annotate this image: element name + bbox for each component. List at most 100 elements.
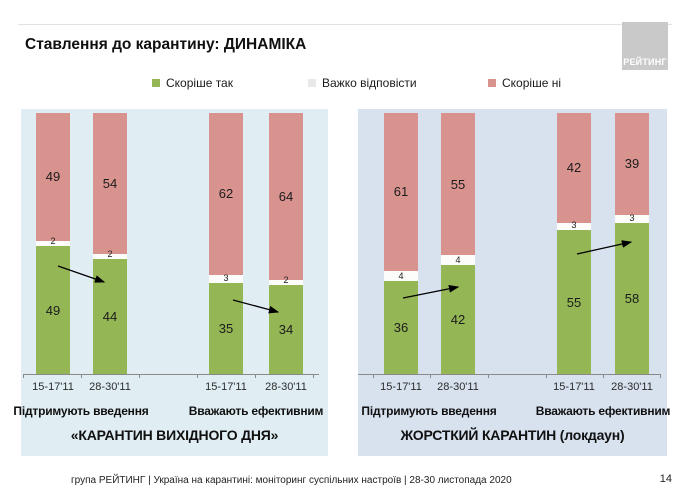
stacked-bar: 42 55 3: [557, 113, 591, 374]
bar-segment-hard: [269, 280, 303, 286]
bar-segment-no: 42: [557, 113, 591, 223]
bar-value-hard: 4: [455, 255, 461, 266]
footer-text: група РЕЙТИНГ | Україна на карантині: мо…: [71, 475, 512, 486]
date-label: 28-30'11: [89, 381, 131, 393]
stacked-bar: 61 36 4: [384, 113, 418, 374]
x-axis-tick: [197, 374, 198, 378]
bar-segment-yes: 49: [36, 246, 70, 374]
bar-segment-hard: [384, 270, 418, 281]
panel-title: ЖОРСТКИЙ КАРАНТИН (локдаун): [400, 427, 625, 443]
stacked-bar: 55 42 4: [441, 113, 475, 374]
x-axis-tick: [660, 374, 661, 378]
bar-value-hard: 2: [50, 236, 56, 247]
x-axis-tick: [255, 374, 256, 378]
bar-value-hard: 2: [283, 275, 289, 286]
bar-value-no: 39: [624, 156, 640, 172]
bar-value-hard: 3: [571, 220, 577, 231]
x-axis-tick: [546, 374, 547, 378]
x-axis-tick: [373, 374, 374, 378]
bar-value-no: 61: [393, 184, 409, 200]
x-axis-line: [358, 374, 661, 375]
rating-logo: РЕЙТИНГ: [622, 22, 668, 70]
bar-value-no: 62: [218, 186, 234, 202]
x-axis-tick: [430, 374, 431, 378]
stacked-bar: 39 58 3: [615, 113, 649, 374]
stacked-bar: 62 35 3: [209, 113, 243, 374]
group-label: Підтримують введення: [361, 404, 497, 418]
date-label: 15-17'11: [32, 381, 74, 393]
bar-value-hard: 4: [398, 270, 404, 281]
bar-segment-yes: 42: [441, 265, 475, 374]
stacked-bar: 49 49 2: [36, 113, 70, 374]
date-label: 28-30'11: [437, 381, 479, 393]
x-axis-tick: [139, 374, 140, 378]
group-label: Підтримують введення: [13, 404, 149, 418]
bar-segment-yes: 55: [557, 230, 591, 374]
legend-item-hard: Важко відповісти: [308, 76, 417, 90]
bar-value-yes: 49: [45, 302, 61, 318]
bar-segment-hard: [209, 274, 243, 283]
panel-weekend-quarantine: «КАРАНТИН ВИХІДНОГО ДНЯ» 49 49 2 15-17'11 54…: [13, 109, 328, 456]
bar-segment-yes: 34: [269, 285, 303, 374]
x-axis-tick: [81, 374, 82, 378]
bar-segment-hard: [615, 214, 649, 223]
legend-label-hard: Важко відповісти: [322, 76, 417, 90]
bar-value-yes: 58: [624, 290, 640, 306]
panel-title: «КАРАНТИН ВИХІДНОГО ДНЯ»: [70, 427, 279, 443]
bar-segment-no: 55: [441, 113, 475, 256]
bar-value-yes: 34: [278, 322, 294, 338]
bar-segment-hard: [93, 253, 127, 260]
bar-segment-no: 39: [615, 113, 649, 215]
group-label: Вважають ефективним: [535, 404, 671, 418]
bar-value-no: 54: [102, 175, 118, 191]
legend-swatch-yes-icon: [152, 79, 160, 87]
bar-segment-no: 64: [269, 113, 303, 280]
bar-value-no: 55: [450, 176, 466, 192]
date-label: 15-17'11: [205, 381, 247, 393]
legend-item-no: Скоріше ні: [488, 76, 561, 90]
bar-value-yes: 35: [218, 320, 234, 336]
x-axis-tick: [313, 374, 314, 378]
bar-segment-no: 61: [384, 113, 418, 271]
bar-segment-yes: 35: [209, 282, 243, 374]
group-label: Вважають ефективним: [188, 404, 324, 418]
stacked-bar: 54 44 2: [93, 113, 127, 374]
bar-value-no: 64: [278, 189, 294, 204]
bar-value-no: 49: [45, 169, 61, 185]
page-title: Ставлення до карантину: ДИНАМІКА: [25, 36, 307, 53]
bar-segment-hard: [441, 255, 475, 266]
bar-value-hard: 2: [107, 249, 113, 260]
date-label: 28-30'11: [265, 381, 307, 393]
x-axis-tick: [488, 374, 489, 378]
bar-segment-no: 49: [36, 113, 70, 241]
x-axis-line: [23, 374, 319, 375]
bar-value-yes: 55: [566, 294, 582, 310]
bar-segment-yes: 36: [384, 280, 418, 374]
bar-segment-yes: 58: [615, 222, 649, 374]
legend-label-no: Скоріше ні: [502, 76, 561, 90]
x-axis-tick: [23, 374, 24, 378]
bar-segment-yes: 44: [93, 259, 127, 374]
legend-item-yes: Скоріше так: [152, 76, 233, 90]
bar-segment-no: 54: [93, 113, 127, 254]
legend-label-yes: Скоріше так: [166, 76, 233, 90]
bar-value-no: 42: [566, 160, 582, 176]
panel-lockdown-quarantine: ЖОРСТКИЙ КАРАНТИН (локдаун) 61 36 4 15-17'1…: [358, 109, 670, 456]
bar-value-yes: 44: [102, 309, 118, 325]
legend-swatch-no-icon: [488, 79, 496, 87]
bar-segment-hard: [557, 222, 591, 231]
date-label: 28-30'11: [611, 381, 653, 393]
stacked-bar: 64 34 2: [269, 113, 303, 374]
slide-top-border: [18, 24, 672, 25]
x-axis-tick: [603, 374, 604, 378]
bar-value-yes: 42: [450, 312, 466, 328]
date-label: 15-17'11: [380, 381, 422, 393]
bar-segment-hard: [36, 240, 70, 247]
bar-value-hard: 3: [223, 272, 229, 283]
date-label: 15-17'11: [553, 381, 595, 393]
page-number: 14: [659, 473, 672, 485]
bar-value-hard: 3: [629, 212, 635, 223]
rating-logo-text: РЕЙТИНГ: [623, 57, 667, 67]
bar-value-yes: 36: [393, 319, 409, 335]
